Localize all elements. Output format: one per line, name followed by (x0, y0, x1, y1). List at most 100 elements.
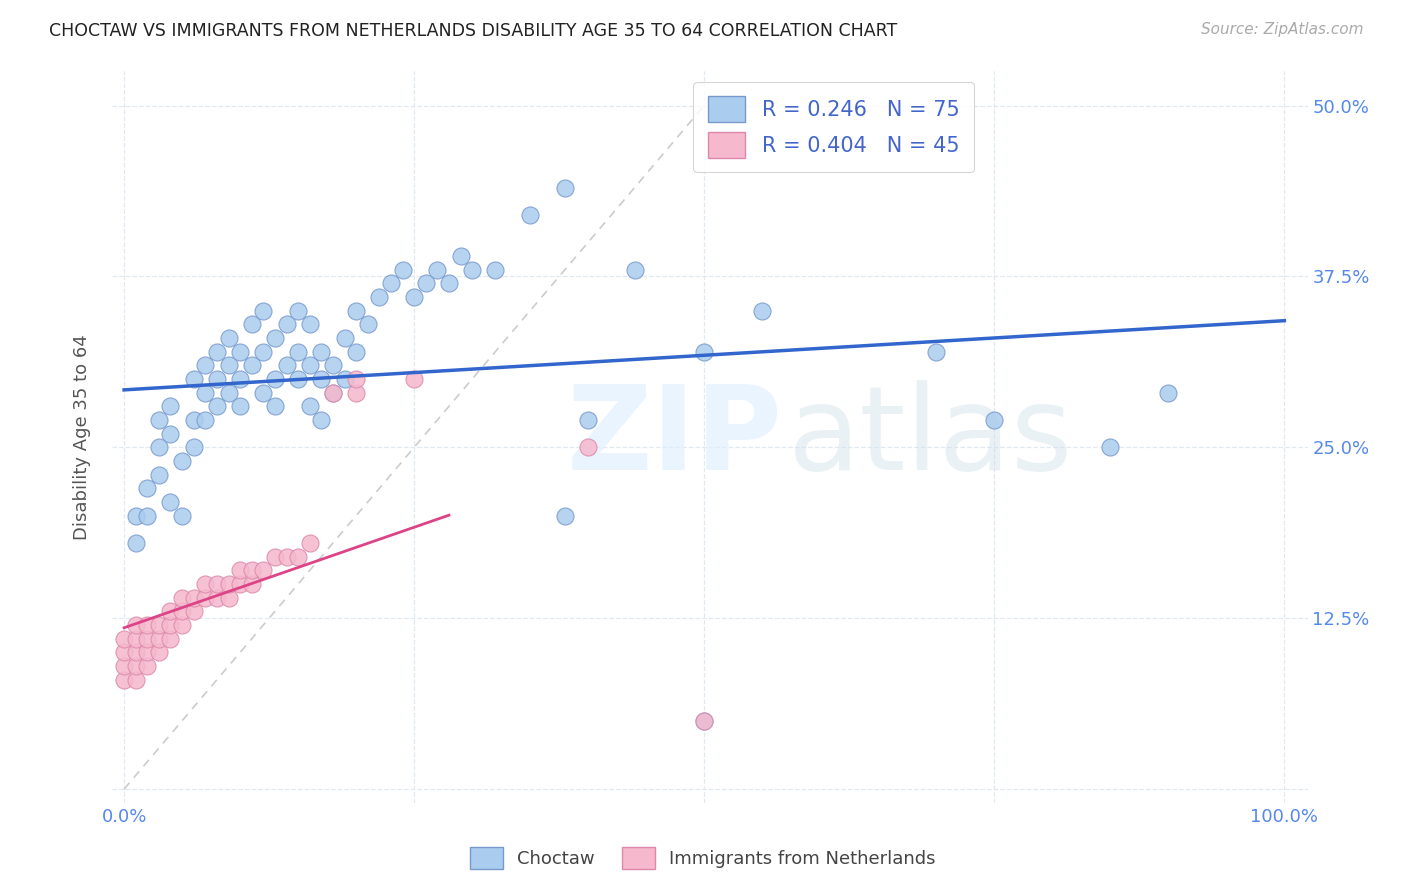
Point (415, 277, 437, 291)
Point (218, 385, 240, 400)
Point (484, 262, 506, 277)
Point (437, 277, 460, 291)
Point (136, 659, 159, 673)
Point (519, 208, 541, 222)
Point (240, 318, 263, 332)
Point (240, 359, 263, 373)
Point (311, 413, 333, 427)
Point (287, 344, 309, 359)
Point (205, 591, 228, 605)
Point (751, 303, 773, 318)
Text: CHOCTAW VS IMMIGRANTS FROM NETHERLANDS DISABILITY AGE 35 TO 64 CORRELATION CHART: CHOCTAW VS IMMIGRANTS FROM NETHERLANDS D… (49, 22, 897, 40)
Point (391, 262, 413, 277)
Point (148, 440, 170, 454)
Point (125, 645, 148, 659)
Point (136, 632, 159, 646)
Point (218, 331, 240, 345)
Point (125, 659, 148, 673)
Point (218, 591, 240, 605)
Point (148, 413, 170, 427)
Text: atlas: atlas (787, 380, 1073, 494)
Point (183, 440, 205, 454)
Point (264, 331, 287, 345)
Point (112, 645, 135, 659)
Point (404, 290, 426, 304)
Point (404, 372, 426, 386)
Point (194, 591, 217, 605)
Point (287, 303, 309, 318)
Point (172, 604, 194, 618)
Point (194, 359, 217, 373)
Point (276, 359, 298, 373)
Point (205, 344, 228, 359)
Point (148, 632, 170, 646)
Point (205, 372, 228, 386)
Point (194, 413, 217, 427)
Point (229, 372, 252, 386)
Point (693, 714, 716, 728)
Point (333, 372, 356, 386)
Point (1099, 440, 1122, 454)
Point (240, 577, 263, 591)
Point (264, 372, 287, 386)
Point (576, 413, 599, 427)
Point (925, 344, 948, 359)
Point (136, 645, 159, 659)
Point (183, 591, 205, 605)
Point (322, 359, 344, 373)
Point (344, 344, 367, 359)
Point (172, 618, 194, 632)
Point (229, 577, 252, 591)
Point (172, 454, 194, 468)
Point (205, 577, 228, 591)
Point (344, 372, 367, 386)
Point (194, 577, 217, 591)
Point (333, 331, 356, 345)
Point (194, 385, 217, 400)
Point (276, 318, 298, 332)
Point (461, 262, 484, 277)
Point (159, 426, 181, 441)
Point (298, 318, 321, 332)
Point (148, 645, 170, 659)
Text: Source: ZipAtlas.com: Source: ZipAtlas.com (1201, 22, 1364, 37)
Point (183, 604, 205, 618)
Point (298, 359, 321, 373)
Point (554, 180, 576, 194)
Point (264, 400, 287, 414)
Point (229, 400, 252, 414)
Point (125, 618, 148, 632)
Point (125, 508, 148, 523)
Point (693, 714, 716, 728)
Point (264, 549, 287, 564)
Point (229, 344, 252, 359)
Point (148, 618, 170, 632)
Point (311, 372, 333, 386)
Point (218, 359, 240, 373)
Point (112, 673, 135, 687)
Point (172, 591, 194, 605)
Point (450, 249, 472, 263)
Point (322, 385, 344, 400)
Point (322, 385, 344, 400)
Point (125, 536, 148, 550)
Legend: R = 0.246   N = 75, R = 0.404   N = 45: R = 0.246 N = 75, R = 0.404 N = 45 (693, 82, 974, 172)
Point (252, 303, 274, 318)
Point (252, 344, 274, 359)
Point (983, 413, 1005, 427)
Point (136, 618, 159, 632)
Y-axis label: Disability Age 35 to 64: Disability Age 35 to 64 (73, 334, 91, 540)
Point (218, 577, 240, 591)
Point (159, 632, 181, 646)
Point (276, 549, 298, 564)
Point (554, 508, 576, 523)
Point (344, 303, 367, 318)
Point (623, 262, 645, 277)
Point (252, 385, 274, 400)
Point (112, 632, 135, 646)
Point (205, 400, 228, 414)
Point (368, 290, 391, 304)
Point (148, 467, 170, 482)
Point (298, 400, 321, 414)
Point (298, 536, 321, 550)
